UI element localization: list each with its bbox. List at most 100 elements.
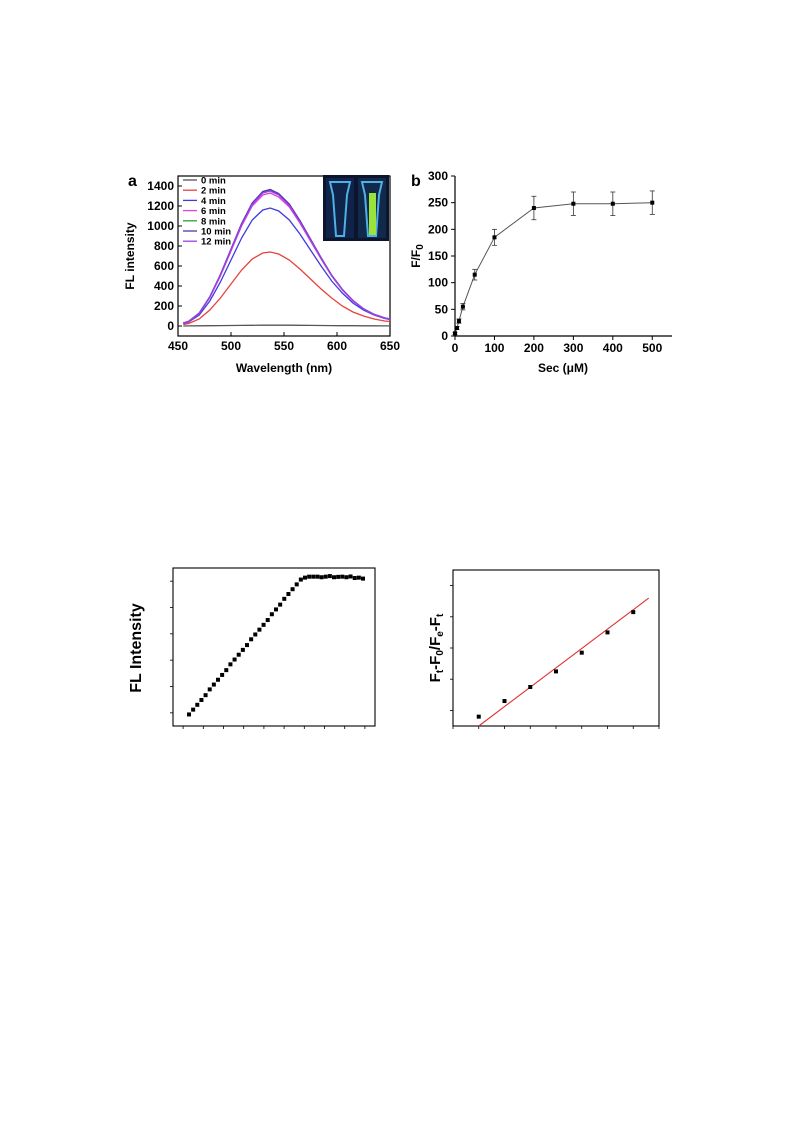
panel-b: b 0 100 200 300 400 500 0 50 100 150 200 250 300 Sec… — [409, 169, 672, 375]
panel-a-ytick-label: 400 — [154, 279, 174, 293]
panel-c-point — [249, 637, 254, 642]
panel-c-point — [232, 657, 237, 662]
panel-a-series — [183, 188, 391, 327]
panel-a-ytick-label: 800 — [154, 239, 174, 253]
panel-a-xtick-label: 500 — [221, 339, 241, 353]
panel-a-series-line-0 — [183, 324, 390, 327]
panel-b-ytick-label: 150 — [428, 249, 448, 263]
panel-b-ytick-label: 0 — [441, 329, 448, 343]
panel-b-xtick-label: 400 — [603, 341, 623, 355]
panel-b-ytick-label: 50 — [435, 302, 449, 316]
panel-b-xtick-label: 100 — [484, 341, 504, 355]
panel-c-point — [340, 574, 345, 579]
panel-b-ytick-label: 100 — [428, 276, 448, 290]
panel-b-point — [454, 326, 459, 330]
panel-a-ylabel: FL intensity — [123, 222, 137, 289]
panel-d: Ft-F0/Fe-Ft — [427, 569, 660, 729]
panel-c-point — [261, 622, 266, 627]
panel-c-point — [253, 632, 258, 637]
panel-c-point — [211, 682, 216, 687]
panel-b-xlabel: Sec (μM) — [538, 361, 588, 375]
panel-a-legend-label-2: 4 min — [201, 196, 226, 207]
panel-d-point — [631, 610, 636, 615]
panel-d-series — [476, 597, 650, 727]
panel-a-xlabel: Wavelength (nm) — [236, 361, 332, 375]
panel-a-legend-label-0: 0 min — [201, 176, 226, 187]
panel-c-point — [336, 574, 341, 579]
panel-d-ylabel: Ft-F0/Fe-Ft — [427, 613, 446, 682]
panel-a-legend-label-6: 12 min — [201, 237, 231, 248]
panel-c-point — [228, 662, 233, 667]
panel-c-point — [269, 612, 274, 617]
panel-c-point — [282, 596, 287, 601]
panel-c-point — [307, 574, 312, 579]
panel-c-point — [356, 575, 361, 580]
panel-d-frame — [452, 569, 660, 727]
panel-c-point — [286, 592, 291, 597]
panel-a-xtick-label: 600 — [327, 339, 347, 353]
panel-a-ytick-label: 1400 — [147, 179, 174, 193]
panel-b-xtick-label: 0 — [452, 341, 459, 355]
panel-d-ticks — [450, 585, 660, 729]
panel-c-point — [294, 582, 299, 587]
panel-c-point — [245, 643, 249, 648]
panel-c-point — [220, 672, 225, 677]
panel-a: a 450 500 550 600 650 0 200 400 600 800 1000 1200 14… — [123, 173, 400, 375]
panel-a-ytick-label: 200 — [154, 299, 174, 313]
panel-b-line — [454, 202, 653, 334]
panel-a-legend-label-4: 8 min — [201, 216, 226, 227]
panel-c-point — [319, 575, 324, 580]
panel-b-point — [571, 201, 576, 206]
panel-b-xtick-label: 300 — [563, 341, 583, 355]
panel-c-point — [311, 574, 316, 579]
panel-a-inset-photo — [323, 175, 389, 241]
panel-a-label: a — [128, 173, 137, 190]
panel-a-legend-label-3: 6 min — [201, 206, 226, 217]
panel-c-point — [344, 575, 349, 580]
panel-b-point — [453, 331, 457, 336]
panel-c-ylabel: FL Intensity — [128, 603, 145, 693]
panel-b-point — [456, 319, 461, 324]
panel-c-point — [203, 693, 208, 698]
panel-b-ytick-label: 250 — [428, 196, 448, 210]
panel-c-series — [187, 574, 365, 717]
panel-b-series — [452, 190, 655, 336]
panel-a-ytick-label: 0 — [167, 319, 174, 333]
panel-b-point — [492, 235, 497, 240]
panel-c-point — [236, 652, 241, 657]
panel-c-point — [315, 574, 320, 579]
panel-b-ticks: 0 100 200 300 400 500 0 50 100 150 200 250 300 — [428, 169, 663, 355]
panel-c-point — [207, 687, 212, 692]
panel-d-point — [605, 630, 610, 635]
panel-c-point — [278, 602, 283, 607]
panel-d-point — [476, 714, 481, 719]
panel-a-legend-label-5: 10 min — [201, 227, 231, 238]
panel-c-point — [290, 587, 295, 592]
panel-b-point — [650, 200, 655, 205]
panel-c-point — [257, 627, 262, 632]
panel-a-legend-label-1: 2 min — [201, 186, 226, 197]
panel-d-point — [554, 669, 558, 674]
panel-a-ticks: 450 500 550 600 650 0 200 400 600 800 1000 1200 1400 — [147, 179, 400, 353]
panel-a-ytick-label: 1000 — [147, 219, 174, 233]
panel-b-ytick-label: 200 — [428, 222, 448, 236]
panel-a-xtick-label: 650 — [380, 339, 400, 353]
panel-b-label: b — [411, 173, 421, 190]
panel-d-fit-line — [478, 597, 650, 727]
panel-b-xtick-label: 200 — [524, 341, 544, 355]
panel-d-point — [528, 685, 533, 689]
panel-c-point — [348, 574, 353, 579]
panel-c-frame — [172, 567, 376, 727]
panel-b-xtick-label: 500 — [642, 341, 662, 355]
panel-c-point — [298, 577, 303, 582]
panel-c-point — [187, 712, 191, 717]
panel-a-xtick-label: 550 — [274, 339, 294, 353]
panel-c-point — [199, 697, 204, 702]
panel-c-point — [303, 575, 307, 580]
panel-b-point — [610, 201, 615, 206]
panel-b-point — [460, 304, 465, 309]
panel-a-series-line-1 — [183, 251, 391, 326]
panel-c-point — [265, 618, 270, 623]
